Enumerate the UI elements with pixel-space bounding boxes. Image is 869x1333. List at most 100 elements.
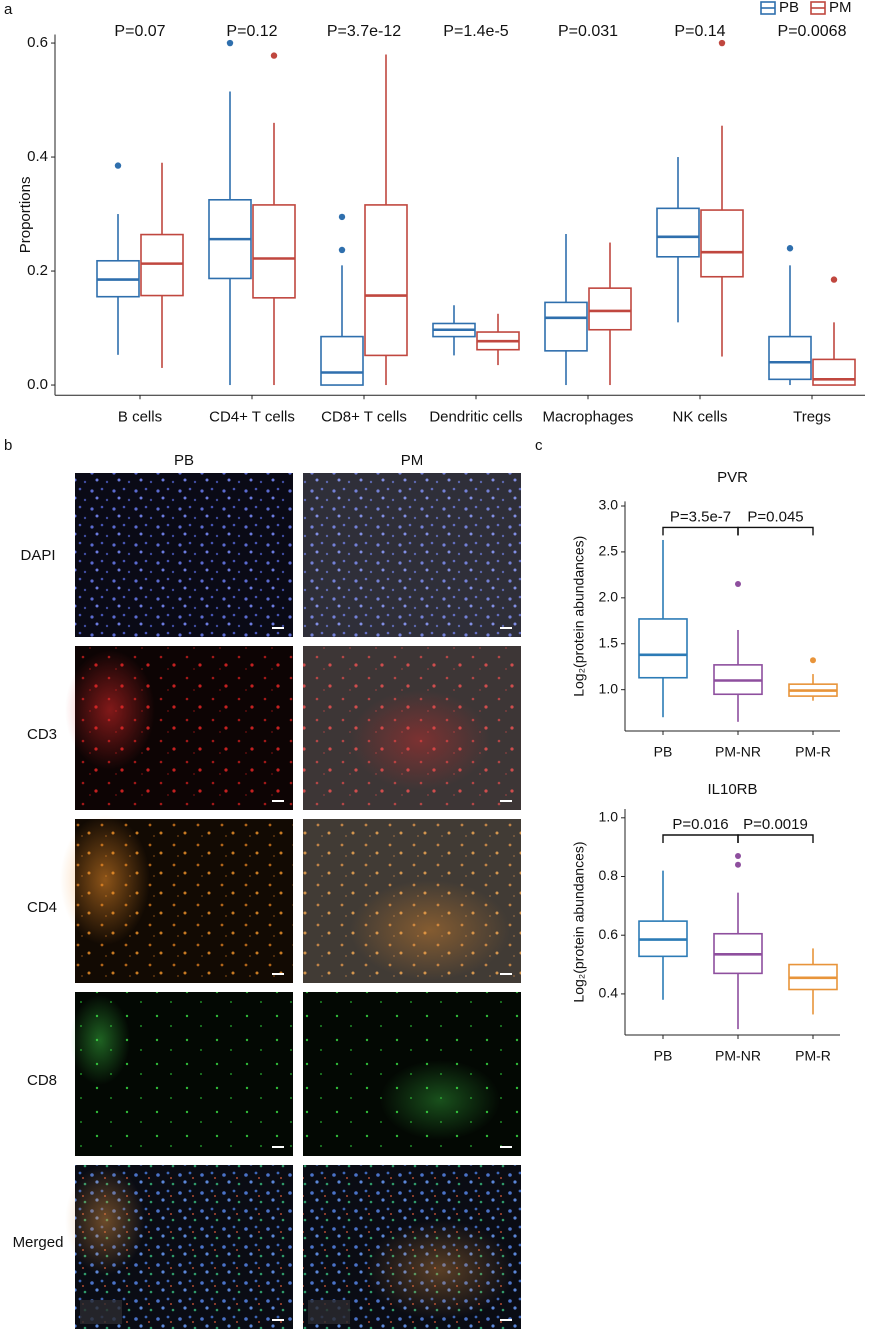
y-tick-label: 1.5 <box>599 634 619 650</box>
box <box>656 207 700 258</box>
significance-bracket <box>662 526 739 536</box>
box <box>252 204 296 299</box>
x-tick-label: PM-R <box>795 744 831 760</box>
image-row: DAPI <box>20 473 521 637</box>
image-row: CD4 <box>27 815 521 983</box>
box <box>364 204 408 357</box>
p-value: P=3.5e-7 <box>670 508 731 525</box>
x-tick-label: PB <box>654 1048 673 1064</box>
box <box>588 287 632 331</box>
row-label: Merged <box>13 1234 64 1251</box>
p-value: P=0.07 <box>114 23 165 40</box>
y-tick-label: 0.8 <box>599 867 619 883</box>
x-tick-label: B cells <box>118 408 162 425</box>
legend-label: PM <box>829 0 852 16</box>
p-value: P=0.045 <box>747 508 803 525</box>
significance-bracket <box>662 834 739 843</box>
signal <box>65 650 155 770</box>
y-tick-label: 3.0 <box>599 497 619 513</box>
y-tick-label: 0.6 <box>599 926 619 942</box>
row-label: DAPI <box>20 547 55 564</box>
signal <box>365 1220 515 1320</box>
signal <box>65 1165 145 1275</box>
p-value: P=0.0068 <box>778 23 847 40</box>
x-tick-label: PM-NR <box>715 1048 761 1064</box>
x-tick-label: PM-R <box>795 1048 831 1064</box>
x-tick-label: NK cells <box>672 408 727 425</box>
outlier <box>226 39 234 47</box>
y-tick-label: 0.4 <box>27 148 48 165</box>
p-value: P=1.4e-5 <box>443 23 508 40</box>
box <box>812 358 856 386</box>
legend-box <box>80 1300 122 1324</box>
outlier <box>338 246 346 254</box>
outlier <box>786 245 794 252</box>
significance-bracket <box>737 834 814 843</box>
outlier <box>735 581 741 588</box>
box <box>320 335 364 386</box>
p-value: P=0.12 <box>226 23 277 40</box>
p-value: P=0.14 <box>674 23 725 40</box>
y-tick-label: 1.0 <box>599 680 619 696</box>
box <box>700 209 744 278</box>
panel-label: a <box>4 1 13 18</box>
micrograph <box>303 473 521 637</box>
outlier <box>810 657 816 664</box>
p-value: P=0.0019 <box>743 816 808 833</box>
signal <box>60 815 150 945</box>
box <box>544 301 588 352</box>
p-value: P=0.031 <box>558 23 618 40</box>
outlier <box>338 213 346 221</box>
p-value: P=3.7e-12 <box>327 23 401 40</box>
row-label: CD4 <box>27 899 57 916</box>
outlier <box>735 861 741 868</box>
outlier <box>114 162 122 169</box>
y-tick-label: 1.0 <box>599 809 619 825</box>
chart-title: IL10RB <box>707 781 757 798</box>
box <box>140 233 184 297</box>
x-tick-label: Tregs <box>793 408 831 425</box>
significance-bracket <box>737 526 814 536</box>
legend-label: PB <box>779 0 799 16</box>
outlier <box>735 852 741 859</box>
legend-box <box>308 1300 350 1324</box>
p-value: P=0.016 <box>672 816 728 833</box>
column-label: PM <box>401 452 424 469</box>
y-tick-label: 2.0 <box>599 589 619 605</box>
x-tick-label: PB <box>654 744 673 760</box>
image-row: CD3 <box>27 646 521 810</box>
row-label: CD8 <box>27 1072 57 1089</box>
panel-label: b <box>4 437 12 454</box>
row-label: CD3 <box>27 726 57 743</box>
outlier <box>718 39 726 47</box>
box <box>638 618 688 679</box>
x-tick-label: CD4+ T cells <box>209 408 295 425</box>
y-axis-label: Log₂(protein abundances) <box>571 536 587 697</box>
panel-label: c <box>535 437 543 454</box>
column-label: PB <box>174 452 194 469</box>
y-tick-label: 0.4 <box>599 985 619 1001</box>
micrograph <box>75 473 293 637</box>
signal <box>350 690 490 790</box>
image-row: CD8 <box>27 992 521 1156</box>
outlier <box>830 276 838 283</box>
signal <box>70 995 130 1085</box>
x-tick-label: Macrophages <box>543 408 634 425</box>
y-axis-label: Log₂(protein abundances) <box>571 841 587 1002</box>
x-tick-label: PM-NR <box>715 744 761 760</box>
signal <box>380 1060 500 1140</box>
image-row: Merged <box>13 1165 521 1329</box>
box <box>768 335 812 381</box>
x-tick-label: CD8+ T cells <box>321 408 407 425</box>
y-tick-label: 0.2 <box>27 262 48 279</box>
y-tick-label: 2.5 <box>599 543 619 559</box>
scale-bars <box>272 627 512 1321</box>
chart-title: PVR <box>717 469 748 486</box>
y-tick-label: 0.6 <box>27 34 48 51</box>
y-tick-label: 0.0 <box>27 376 48 393</box>
y-axis-label: Proportions <box>17 177 34 254</box>
x-tick-label: Dendritic cells <box>429 408 522 425</box>
outlier <box>270 52 278 59</box>
signal <box>350 880 510 980</box>
